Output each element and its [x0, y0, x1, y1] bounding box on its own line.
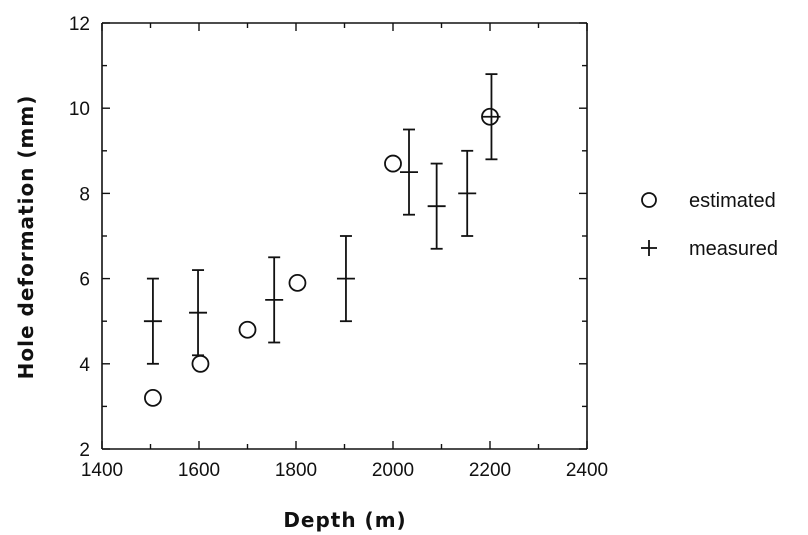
- y-tick-label: 4: [79, 355, 90, 376]
- point-measured: [482, 73, 501, 161]
- y-axis: 2 4 6 8 10 12: [69, 14, 587, 461]
- legend-label-estimated: estimated: [689, 190, 776, 212]
- y-tick-label: 8: [79, 184, 90, 205]
- data-marks: [143, 73, 501, 407]
- point-measured: [400, 128, 419, 216]
- x-axis: 1400 1600 1800 2000 2200 2400: [81, 23, 608, 481]
- x-axis-title: Depth (m): [283, 508, 406, 532]
- point-measured: [336, 235, 355, 323]
- x-tick-label: 1600: [178, 460, 220, 481]
- x-tick-label: 2000: [372, 460, 414, 481]
- y-tick-label: 6: [79, 270, 90, 291]
- y-tick-label: 12: [69, 14, 90, 35]
- x-tick-label: 2400: [566, 460, 608, 481]
- x-tick-label: 2200: [469, 460, 511, 481]
- legend-marker-estimated: [641, 192, 657, 208]
- point-estimated: [191, 354, 210, 373]
- legend-label-measured: measured: [689, 238, 778, 260]
- point-measured: [143, 277, 162, 365]
- x-tick-label: 1400: [81, 460, 123, 481]
- point-measured: [265, 256, 284, 344]
- point-estimated: [288, 273, 307, 292]
- x-tick-label: 1800: [275, 460, 317, 481]
- y-tick-label: 10: [69, 99, 90, 120]
- point-measured: [458, 149, 477, 237]
- y-tick-label: 2: [79, 440, 90, 461]
- point-estimated: [144, 388, 162, 407]
- point-measured: [189, 269, 208, 357]
- legend: estimated measured: [641, 190, 778, 260]
- point-measured: [427, 162, 446, 250]
- y-axis-title: Hole deformation (mm): [14, 95, 38, 380]
- point-estimated: [384, 154, 402, 173]
- point-estimated: [238, 320, 257, 339]
